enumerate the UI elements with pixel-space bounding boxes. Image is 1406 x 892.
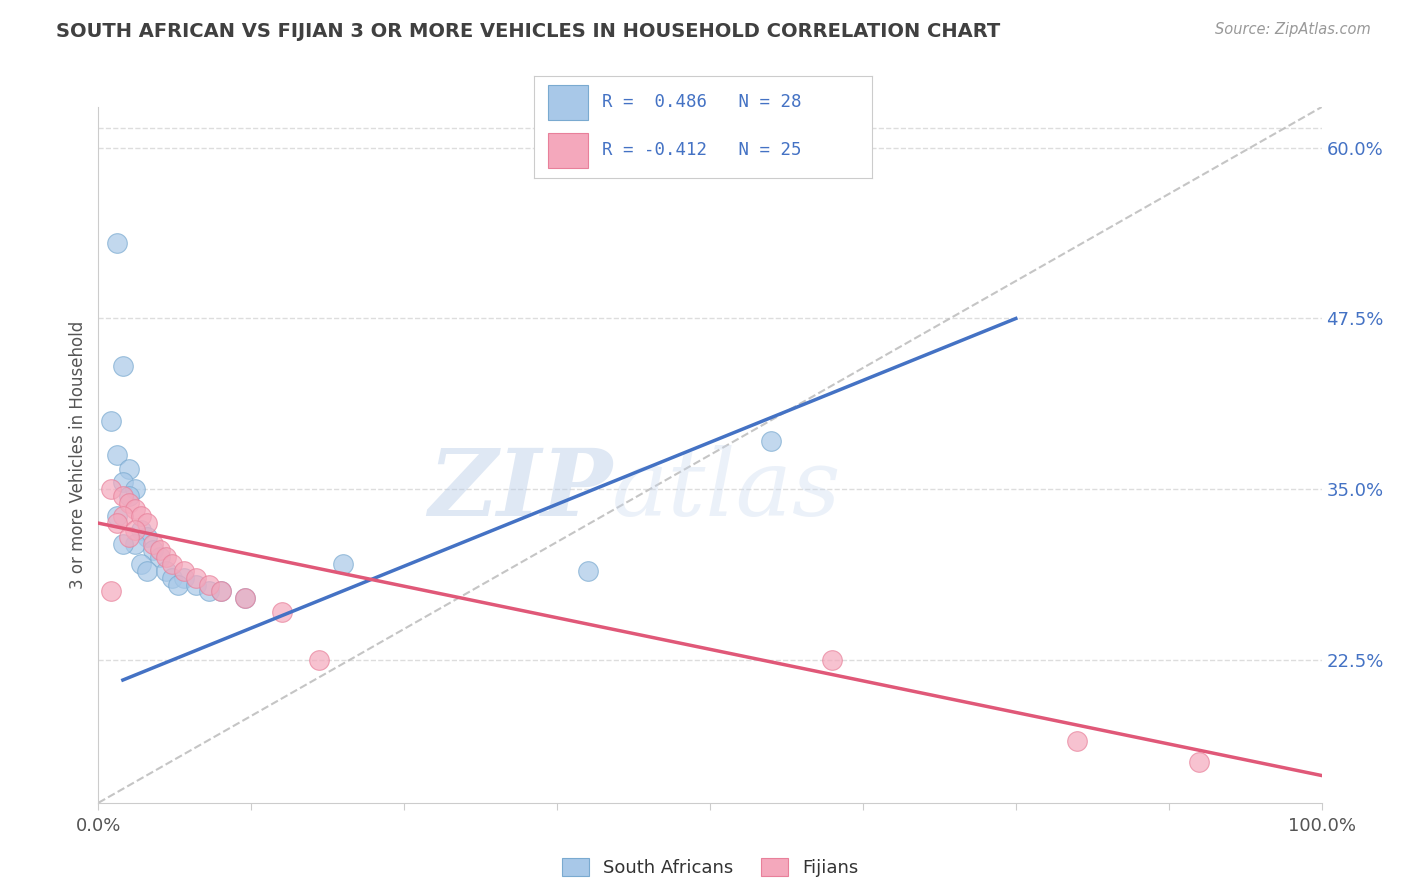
FancyBboxPatch shape <box>548 85 588 120</box>
Point <box>155 564 177 578</box>
Point <box>308 652 330 666</box>
Text: ZIP: ZIP <box>427 445 612 534</box>
FancyBboxPatch shape <box>548 133 588 168</box>
Point <box>136 516 159 530</box>
Point <box>100 584 122 599</box>
Text: SOUTH AFRICAN VS FIJIAN 3 OR MORE VEHICLES IN HOUSEHOLD CORRELATION CHART: SOUTH AFRICAN VS FIJIAN 3 OR MORE VEHICL… <box>56 22 1001 41</box>
Point <box>124 536 146 550</box>
Point <box>142 536 165 550</box>
Point <box>186 571 208 585</box>
Point <box>761 434 783 449</box>
Point <box>197 577 219 591</box>
Point <box>136 564 159 578</box>
Point <box>105 236 128 251</box>
Point <box>111 509 134 524</box>
Point <box>821 652 844 666</box>
Point <box>111 475 134 490</box>
Point <box>129 523 152 537</box>
Point <box>124 523 146 537</box>
Y-axis label: 3 or more Vehicles in Household: 3 or more Vehicles in Household <box>69 321 87 589</box>
Point <box>270 605 294 619</box>
Legend: South Africans, Fijians: South Africans, Fijians <box>554 850 866 884</box>
Point <box>186 577 208 591</box>
Point <box>118 461 141 475</box>
Point <box>124 502 146 516</box>
Point <box>111 536 134 550</box>
Point <box>129 509 152 524</box>
Text: R =  0.486   N = 28: R = 0.486 N = 28 <box>602 94 801 112</box>
Point <box>167 577 190 591</box>
Point <box>105 509 128 524</box>
Point <box>209 584 232 599</box>
Point <box>1066 734 1088 748</box>
Point <box>233 591 256 606</box>
Point <box>136 530 159 544</box>
Point <box>173 564 195 578</box>
Point <box>142 543 165 558</box>
Text: Source: ZipAtlas.com: Source: ZipAtlas.com <box>1215 22 1371 37</box>
Point <box>105 516 128 530</box>
Point <box>129 557 152 571</box>
Point <box>111 489 134 503</box>
Point <box>124 482 146 496</box>
Text: R = -0.412   N = 25: R = -0.412 N = 25 <box>602 141 801 159</box>
Point <box>160 557 183 571</box>
Point <box>118 496 141 510</box>
Point <box>209 584 232 599</box>
Point <box>155 550 177 565</box>
Point <box>105 448 128 462</box>
Point <box>100 482 122 496</box>
Point <box>173 571 195 585</box>
Point <box>149 550 172 565</box>
Point <box>197 584 219 599</box>
Text: atlas: atlas <box>612 445 842 534</box>
Point <box>111 359 134 374</box>
Point <box>1188 755 1211 769</box>
Point <box>233 591 256 606</box>
Point <box>160 571 183 585</box>
Point <box>100 414 122 428</box>
Point <box>332 557 354 571</box>
Point <box>118 530 141 544</box>
Point <box>118 489 141 503</box>
Point <box>149 543 172 558</box>
Point <box>576 564 599 578</box>
